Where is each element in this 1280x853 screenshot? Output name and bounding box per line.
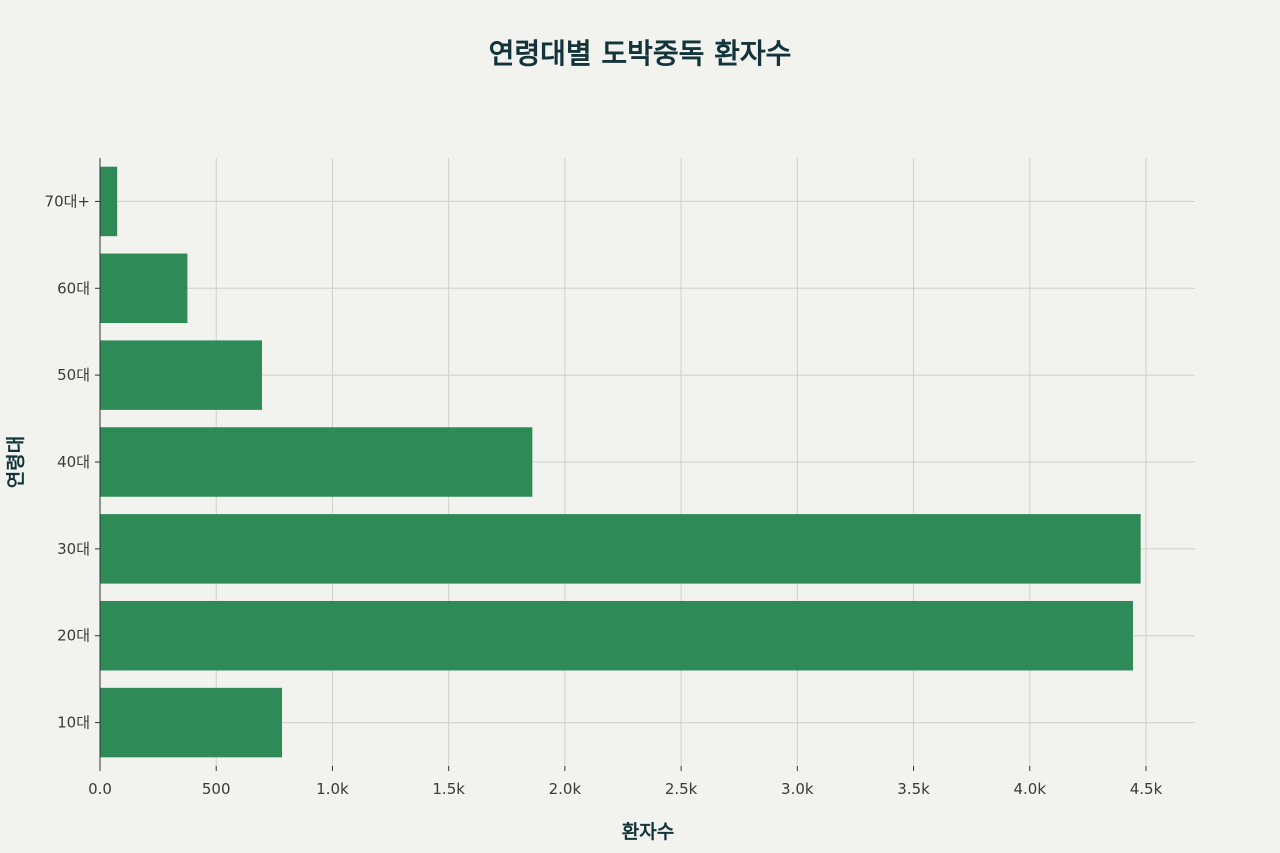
x-tick-label: 3.5k	[897, 780, 930, 798]
x-tick-label: 1.5k	[432, 780, 465, 798]
y-axis-title: 연령대	[5, 436, 27, 488]
x-tick-label: 1.0k	[316, 780, 349, 798]
x-tick-label: 0.0	[88, 780, 112, 798]
bars-layer	[100, 166, 1141, 758]
y-tick-label: 50대	[57, 366, 90, 384]
x-axis-title: 환자수	[622, 821, 674, 843]
bar	[100, 600, 1133, 671]
x-tick-label: 2.0k	[549, 780, 582, 798]
bar	[100, 427, 533, 497]
bar	[100, 253, 188, 324]
ticks-layer: 0.0 500 1.0k 1.5k 2.0k 2.5k 3.0k 3.5k 4.0k 4.5k 10…	[45, 192, 1163, 798]
bar	[100, 514, 1141, 584]
y-tick-label: 20대	[57, 627, 90, 645]
y-tick-label: 70대+	[45, 192, 90, 210]
y-tick-label: 40대	[57, 453, 90, 471]
x-tick-label: 2.5k	[665, 780, 698, 798]
bar	[100, 687, 283, 758]
x-tick-label: 4.0k	[1014, 780, 1047, 798]
x-tick-label: 500	[202, 780, 231, 798]
y-tick-label: 10대	[57, 714, 90, 732]
chart-title: 연령대별 도박중독 환자수	[488, 37, 792, 70]
bar	[100, 340, 263, 410]
y-tick-label: 30대	[57, 540, 90, 558]
bar	[100, 166, 118, 237]
y-tick-label: 60대	[57, 279, 90, 297]
x-tick-label: 3.0k	[781, 780, 814, 798]
x-tick-label: 4.5k	[1130, 780, 1163, 798]
